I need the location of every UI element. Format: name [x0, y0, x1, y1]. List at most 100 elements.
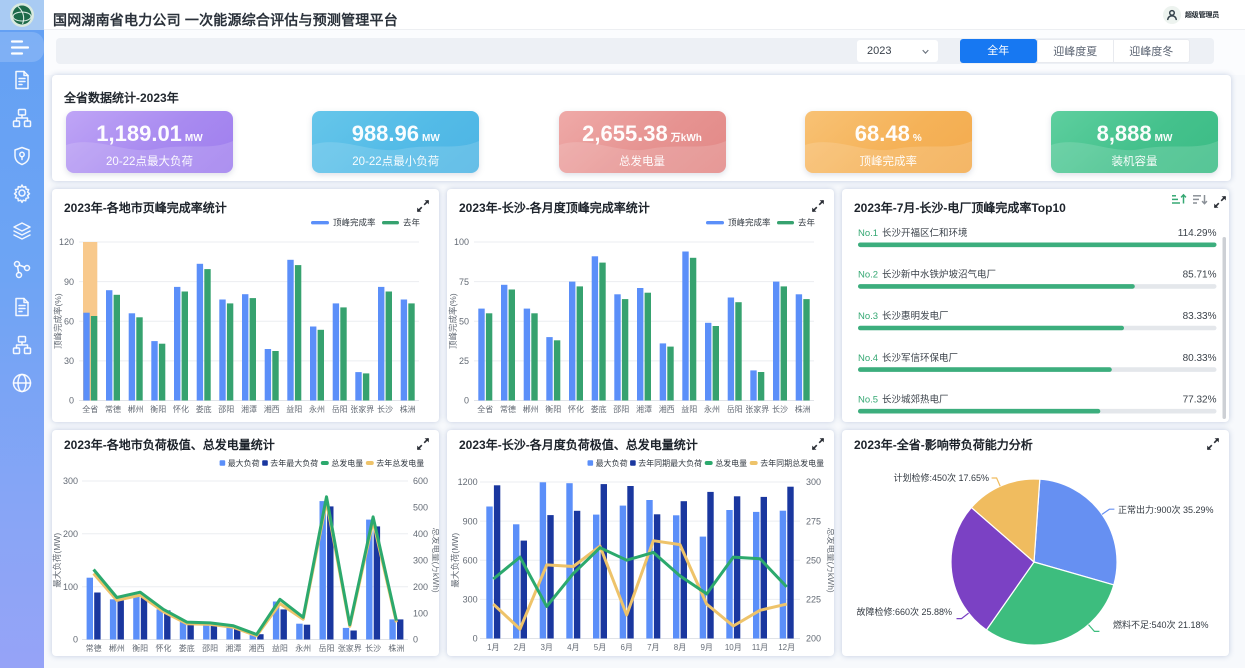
svg-text:90: 90 — [64, 277, 74, 287]
svg-text:60: 60 — [64, 316, 74, 326]
svg-text:故障检修:660次 25.88%: 故障检修:660次 25.88% — [856, 606, 952, 617]
svg-text:长沙: 长沙 — [377, 404, 393, 414]
svg-text:总发电量: 总发电量 — [715, 458, 747, 468]
svg-text:100: 100 — [63, 582, 78, 592]
svg-text:去年最大负荷: 去年最大负荷 — [270, 458, 318, 468]
svg-text:No.4: No.4 — [858, 353, 878, 364]
svg-text:顶峰完成率: 顶峰完成率 — [728, 218, 771, 228]
svg-text:长沙惠明发电厂: 长沙惠明发电厂 — [882, 310, 949, 322]
svg-text:衡阳: 衡阳 — [150, 404, 166, 414]
svg-text:No.2: No.2 — [858, 270, 878, 281]
svg-text:200: 200 — [413, 582, 428, 592]
svg-text:衡阳: 衡阳 — [132, 643, 148, 653]
svg-text:11月: 11月 — [752, 643, 768, 652]
svg-text:怀化: 怀化 — [156, 643, 172, 653]
svg-text:常德: 常德 — [105, 404, 121, 414]
svg-text:长沙: 长沙 — [772, 404, 788, 414]
svg-text:益阳: 益阳 — [286, 404, 302, 414]
svg-text:6月: 6月 — [620, 643, 632, 652]
svg-text:2023年-各地市负荷极值、总发电量统计: 2023年-各地市负荷极值、总发电量统计 — [64, 437, 275, 452]
svg-text:10月: 10月 — [725, 643, 742, 652]
svg-text:岳阳: 岳阳 — [332, 404, 348, 414]
svg-text:正常出力:900次 35.29%: 正常出力:900次 35.29% — [1118, 504, 1214, 515]
svg-text:No.3: No.3 — [858, 311, 878, 322]
svg-text:2023年-全省-影响带负荷能力分析: 2023年-全省-影响带负荷能力分析 — [854, 437, 1033, 452]
svg-text:顶峰完成率: 顶峰完成率 — [333, 218, 376, 228]
svg-text:长沙: 长沙 — [365, 643, 381, 653]
svg-text:去年: 去年 — [403, 218, 421, 228]
svg-text:275: 275 — [806, 516, 821, 526]
svg-text:株洲: 株洲 — [388, 643, 404, 653]
svg-text:600: 600 — [413, 476, 428, 486]
svg-text:2月: 2月 — [514, 643, 526, 652]
svg-text:湘潭: 湘潭 — [225, 643, 241, 653]
svg-text:300: 300 — [806, 477, 821, 487]
svg-text:燃料不足:540次 21.18%: 燃料不足:540次 21.18% — [1113, 619, 1209, 630]
svg-text:600: 600 — [463, 555, 478, 565]
svg-text:2023年-长沙-各月度负荷极值、总发电量统计: 2023年-长沙-各月度负荷极值、总发电量统计 — [459, 437, 698, 452]
svg-text:长沙城郊热电厂: 长沙城郊热电厂 — [882, 393, 949, 405]
svg-text:益阳: 益阳 — [272, 643, 288, 653]
svg-text:湘西: 湘西 — [264, 404, 280, 414]
svg-text:湘西: 湘西 — [249, 643, 265, 653]
svg-text:400: 400 — [413, 529, 428, 539]
svg-text:张家界: 张家界 — [338, 643, 362, 653]
svg-text:50: 50 — [459, 316, 469, 326]
svg-text:最大负荷: 最大负荷 — [228, 458, 260, 468]
svg-text:常德: 常德 — [86, 643, 102, 653]
svg-text:永州: 永州 — [704, 404, 720, 414]
svg-text:0: 0 — [73, 635, 78, 645]
svg-text:怀化: 怀化 — [568, 404, 584, 414]
svg-text:长沙新中水铁炉坡沼气电厂: 长沙新中水铁炉坡沼气电厂 — [882, 269, 996, 281]
svg-text:114.29%: 114.29% — [1178, 228, 1217, 239]
svg-text:湘潭: 湘潭 — [241, 404, 257, 414]
svg-text:0: 0 — [464, 396, 469, 406]
svg-text:7月: 7月 — [647, 643, 659, 652]
svg-text:郴州: 郴州 — [109, 644, 125, 653]
svg-text:去年同期总发电量: 去年同期总发电量 — [760, 458, 824, 468]
svg-text:永州: 永州 — [309, 404, 325, 414]
svg-text:计划检修:450次 17.65%: 计划检修:450次 17.65% — [893, 472, 989, 483]
svg-text:株洲: 株洲 — [400, 404, 416, 414]
svg-text:8月: 8月 — [674, 643, 686, 652]
svg-text:900: 900 — [463, 516, 478, 526]
svg-text:常德: 常德 — [500, 404, 516, 414]
svg-text:邵阳: 邵阳 — [613, 405, 629, 414]
svg-text:No.1: No.1 — [858, 228, 878, 239]
svg-text:去年: 去年 — [798, 218, 816, 228]
svg-text:张家界: 张家界 — [350, 404, 374, 414]
svg-text:总发电量(万kWh): 总发电量(万kWh) — [431, 528, 439, 593]
svg-text:1月: 1月 — [487, 643, 499, 652]
svg-text:益阳: 益阳 — [681, 404, 697, 414]
svg-text:0: 0 — [413, 635, 418, 645]
svg-text:85.71%: 85.71% — [1183, 270, 1217, 281]
svg-text:最大负荷(MW): 最大负荷(MW) — [52, 533, 62, 588]
svg-text:永州: 永州 — [295, 643, 311, 653]
svg-text:75: 75 — [459, 277, 469, 287]
svg-text:湘西: 湘西 — [659, 404, 675, 414]
svg-text:张家界: 张家界 — [745, 404, 769, 414]
svg-text:衡阳: 衡阳 — [545, 404, 561, 414]
svg-text:120: 120 — [59, 237, 74, 247]
svg-text:500: 500 — [413, 503, 428, 513]
svg-text:250: 250 — [806, 555, 821, 565]
svg-text:顶峰完成率(%): 顶峰完成率(%) — [53, 293, 63, 349]
svg-text:顶峰完成率(%): 顶峰完成率(%) — [448, 293, 458, 349]
svg-text:怀化: 怀化 — [173, 404, 189, 414]
svg-text:全省: 全省 — [477, 404, 493, 414]
svg-text:5月: 5月 — [594, 643, 606, 652]
svg-text:200: 200 — [63, 529, 78, 539]
svg-text:邵阳: 邵阳 — [218, 405, 234, 414]
svg-text:邵阳: 邵阳 — [202, 644, 218, 653]
svg-text:2023年-7月-长沙-电厂顶峰完成率Top10: 2023年-7月-长沙-电厂顶峰完成率Top10 — [854, 200, 1066, 215]
svg-text:100: 100 — [454, 237, 469, 247]
svg-text:去年同期最大负荷: 去年同期最大负荷 — [638, 458, 702, 468]
svg-text:83.33%: 83.33% — [1183, 311, 1217, 322]
svg-text:300: 300 — [463, 595, 478, 605]
svg-text:长沙军信环保电厂: 长沙军信环保电厂 — [882, 352, 958, 364]
svg-text:25: 25 — [459, 356, 469, 366]
svg-text:77.32%: 77.32% — [1183, 394, 1217, 405]
svg-text:80.33%: 80.33% — [1183, 353, 1217, 364]
svg-text:株洲: 株洲 — [795, 404, 811, 414]
svg-text:郴州: 郴州 — [523, 405, 539, 414]
